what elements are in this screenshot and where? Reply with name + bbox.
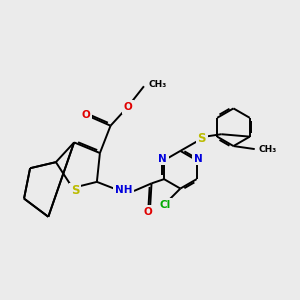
Text: O: O <box>143 207 152 217</box>
Text: Cl: Cl <box>160 200 171 210</box>
Text: N: N <box>194 154 203 164</box>
Text: O: O <box>82 110 91 120</box>
Text: N: N <box>158 154 167 164</box>
Text: CH₃: CH₃ <box>258 145 277 154</box>
Text: CH₃: CH₃ <box>148 80 167 89</box>
Text: NH: NH <box>115 185 132 195</box>
Text: S: S <box>197 132 206 145</box>
Text: S: S <box>71 184 79 197</box>
Text: O: O <box>124 102 132 112</box>
